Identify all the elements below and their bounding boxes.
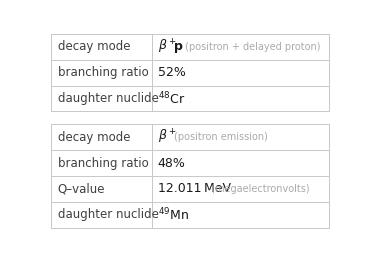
Text: (positron + delayed proton): (positron + delayed proton) (182, 42, 320, 52)
Text: 48%: 48% (158, 156, 186, 170)
Text: daughter nuclide: daughter nuclide (58, 92, 159, 105)
Text: $\mathit{\beta}^+$: $\mathit{\beta}^+$ (158, 128, 177, 146)
Bar (51, 60, 329, 86)
Text: decay mode: decay mode (58, 40, 130, 53)
Text: 12.011 MeV: 12.011 MeV (158, 182, 231, 195)
Bar (51, 202, 329, 227)
Text: Q–value: Q–value (58, 182, 105, 195)
Text: daughter nuclide: daughter nuclide (58, 208, 159, 221)
Text: p: p (174, 40, 183, 53)
Bar (51, 34, 329, 60)
Bar (51, 124, 329, 150)
Text: decay mode: decay mode (58, 131, 130, 144)
Text: $^{48}$Cr: $^{48}$Cr (158, 90, 185, 107)
Text: $\mathit{\beta}^+$: $\mathit{\beta}^+$ (158, 38, 177, 56)
Text: branching ratio: branching ratio (58, 66, 148, 79)
Bar (51, 176, 329, 202)
Text: $^{49}$Mn: $^{49}$Mn (158, 206, 189, 223)
Text: (positron emission): (positron emission) (174, 132, 268, 142)
Bar (51, 86, 329, 111)
Text: (megaelectronvolts): (megaelectronvolts) (208, 184, 310, 194)
Text: branching ratio: branching ratio (58, 156, 148, 170)
Bar (51, 150, 329, 176)
Text: 52%: 52% (158, 66, 186, 79)
